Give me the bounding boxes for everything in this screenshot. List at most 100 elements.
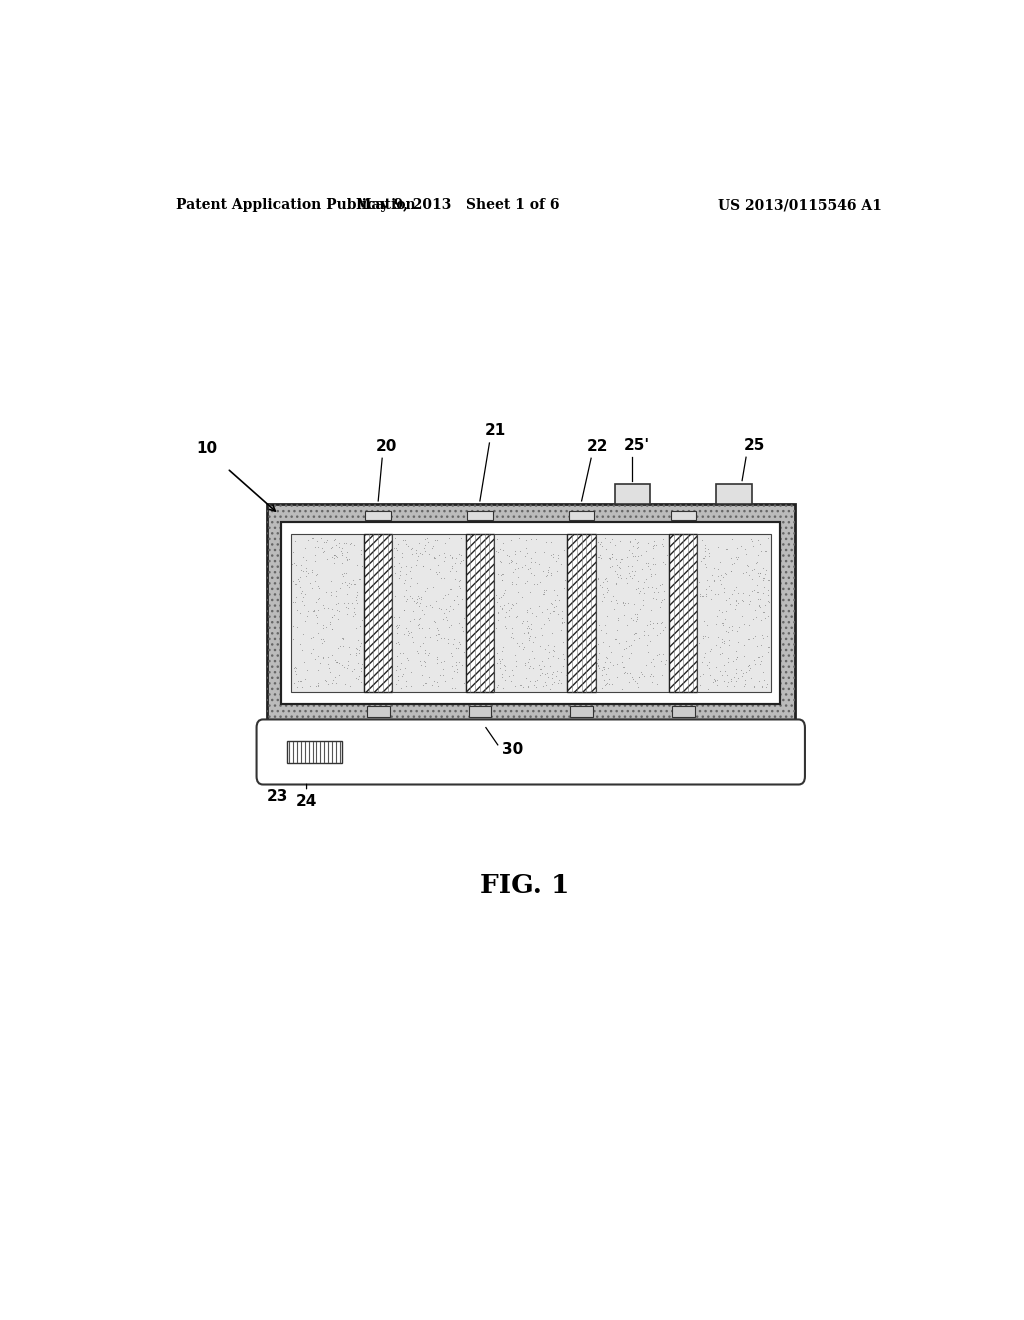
- Point: [721, 587, 737, 609]
- Point: [303, 560, 319, 581]
- Point: [633, 661, 649, 682]
- Point: [404, 544, 421, 565]
- Point: [646, 535, 663, 556]
- Point: [620, 556, 636, 577]
- Point: [641, 611, 657, 632]
- Point: [737, 675, 754, 696]
- Point: [440, 601, 457, 622]
- Point: [760, 606, 776, 627]
- Point: [285, 615, 301, 636]
- Point: [489, 591, 506, 612]
- Point: [597, 651, 613, 672]
- Point: [287, 574, 303, 595]
- Point: [346, 603, 362, 624]
- Point: [331, 638, 347, 659]
- Point: [692, 585, 709, 606]
- Point: [543, 565, 559, 586]
- Point: [490, 610, 507, 631]
- Point: [497, 655, 513, 676]
- Point: [409, 640, 425, 661]
- Point: [456, 549, 472, 570]
- Point: [589, 653, 605, 675]
- Point: [523, 602, 540, 623]
- Point: [489, 528, 506, 549]
- Point: [598, 645, 614, 667]
- Point: [644, 648, 660, 669]
- Point: [447, 561, 464, 582]
- Point: [750, 529, 766, 550]
- Point: [522, 552, 539, 573]
- Point: [387, 562, 403, 583]
- Point: [534, 659, 550, 680]
- Point: [743, 569, 760, 590]
- Point: [441, 561, 458, 582]
- Point: [412, 635, 428, 656]
- Point: [504, 572, 520, 593]
- Point: [608, 628, 625, 649]
- Point: [590, 546, 606, 568]
- Point: [418, 672, 434, 693]
- Point: [323, 582, 339, 603]
- Point: [413, 587, 429, 609]
- Point: [324, 672, 340, 693]
- Point: [640, 552, 656, 573]
- Point: [332, 578, 348, 599]
- Point: [426, 548, 442, 569]
- Point: [504, 623, 520, 644]
- Point: [729, 647, 745, 668]
- Point: [403, 587, 420, 609]
- Point: [429, 647, 445, 668]
- Point: [425, 548, 441, 569]
- Point: [408, 543, 424, 564]
- Point: [544, 664, 560, 685]
- Point: [544, 668, 560, 689]
- Point: [653, 589, 670, 610]
- Point: [748, 653, 764, 675]
- Point: [340, 576, 356, 597]
- Point: [298, 565, 314, 586]
- Point: [706, 558, 722, 579]
- Point: [640, 577, 656, 598]
- Point: [519, 623, 536, 644]
- Point: [446, 677, 463, 698]
- Point: [534, 624, 550, 645]
- Point: [622, 672, 638, 693]
- Point: [313, 632, 330, 653]
- Point: [407, 609, 423, 630]
- Point: [336, 656, 352, 677]
- Point: [647, 535, 664, 556]
- Point: [352, 660, 369, 681]
- Point: [537, 672, 553, 693]
- Point: [386, 537, 402, 558]
- Point: [733, 535, 750, 556]
- Point: [402, 568, 419, 589]
- Point: [614, 656, 631, 677]
- Point: [397, 618, 414, 639]
- Point: [644, 535, 660, 556]
- Point: [643, 564, 659, 585]
- Point: [517, 573, 534, 594]
- Point: [435, 664, 452, 685]
- Point: [492, 587, 508, 609]
- Point: [388, 659, 404, 680]
- Point: [624, 667, 640, 688]
- Point: [309, 645, 326, 667]
- Point: [336, 593, 352, 614]
- Point: [624, 554, 640, 576]
- Point: [347, 574, 364, 595]
- Point: [730, 668, 746, 689]
- Point: [523, 546, 540, 568]
- Point: [760, 673, 776, 694]
- Point: [444, 598, 461, 619]
- Point: [346, 598, 362, 619]
- Point: [628, 622, 644, 643]
- Point: [349, 630, 366, 651]
- Point: [392, 653, 409, 675]
- Point: [728, 671, 744, 692]
- Point: [304, 561, 321, 582]
- Point: [591, 657, 607, 678]
- Point: [744, 581, 761, 602]
- Point: [456, 620, 472, 642]
- Point: [397, 676, 414, 697]
- Point: [521, 597, 538, 618]
